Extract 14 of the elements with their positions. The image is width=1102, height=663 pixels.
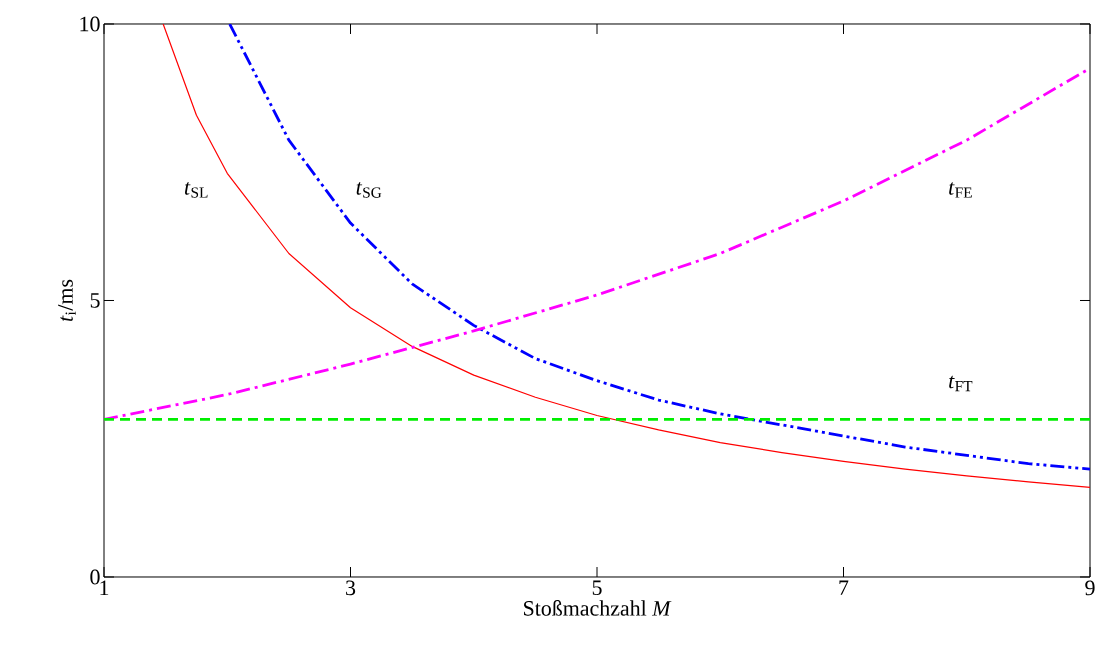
x-axis-title: Stoßmachzahl M [524,600,672,616]
y-axis-title: t$_{i}$/ms [58,279,76,322]
y-tick-label: 5 [90,293,100,308]
x-tick-label: 1 [100,580,109,595]
x-tick-label: 3 [346,580,356,596]
x-tick-label: 9 [1085,580,1095,596]
y-tick-label: 0 [90,569,100,585]
y-tick-label: 10 [80,16,100,32]
series-label: t$_{SL}$ [184,182,208,198]
series-label: t$_{FE}$ [949,182,972,198]
x-tick-label: 7 [839,580,849,595]
series-label: t$_{SG}$ [356,182,382,198]
x-tick-label: 5 [592,580,602,596]
series-label: t$_{FT}$ [949,375,973,392]
